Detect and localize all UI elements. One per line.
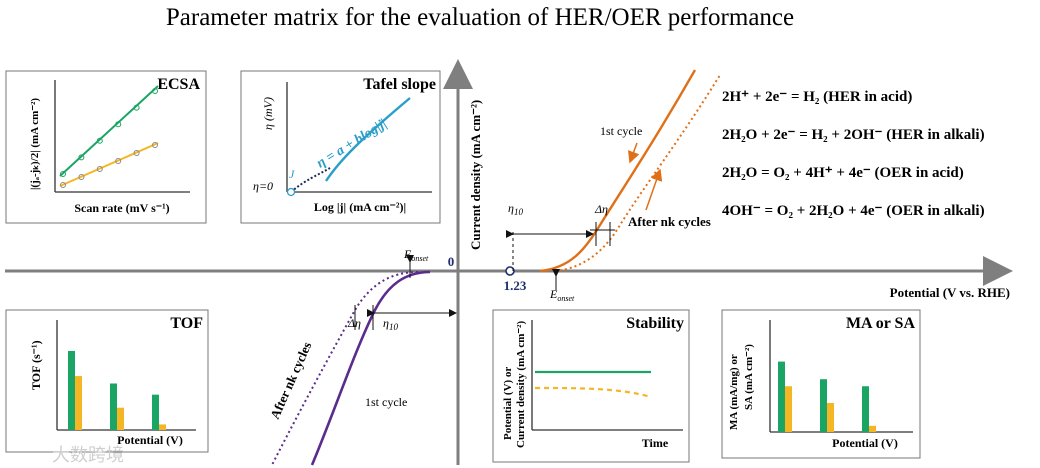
tof-green-bar-1: [68, 350, 75, 430]
tafel-y-label: η (mV): [261, 97, 275, 130]
masa-x-label: Potential (V): [832, 436, 898, 450]
oer-after-cycles-curve: [554, 74, 721, 272]
page-title: Parameter matrix for the evaluation of H…: [166, 4, 794, 31]
main-x-label: Potential (V vs. RHE): [890, 285, 1010, 300]
masa-yellow-bar-2: [827, 402, 834, 432]
masa-yellow-bar-1: [785, 386, 792, 432]
ecsa-green-point: [60, 171, 66, 177]
masa-title: MA or SA: [846, 315, 915, 332]
equation-2: 2H₂O + 2e⁻ = H₂ + 2OH⁻ (HER in alkali): [722, 127, 985, 143]
tof-x-label: Potential (V): [117, 433, 183, 447]
her-eta10-label: η10: [383, 316, 398, 332]
oer-first-cycle-pointer: [627, 142, 640, 164]
ecsa-green-point: [152, 88, 158, 94]
ecsa-x-label: Scan rate (mV s⁻¹): [74, 201, 169, 215]
tof-bars: [68, 350, 166, 430]
tafel-dotted: [290, 167, 331, 193]
oer-eonset-label: Eonset: [549, 287, 575, 303]
ecsa-green-point: [78, 154, 85, 161]
origin-label: 0: [448, 254, 455, 269]
oer-delta-eta-label: Δη: [594, 202, 608, 216]
ecsa-y-label: |(jₐ-jₖ)/2| (mA cm⁻²): [29, 98, 41, 190]
oer-eta10-label: η10: [508, 201, 523, 217]
oer-after-cycles-label: After nk cycles: [628, 214, 711, 229]
stability-x-label: Time: [642, 436, 669, 450]
her-first-cycle-curve: [310, 270, 431, 466]
ecsa-points: [60, 88, 158, 188]
equation-4: 4OH⁻ = O₂ + 2H₂O + 4e⁻ (OER in alkali): [722, 203, 985, 219]
ecsa-yellow-point: [60, 182, 66, 188]
her-after-cycles-label: After nk cycles: [267, 339, 314, 421]
tof-yellow-bar-2: [117, 407, 124, 430]
ecsa-yellow-line: [59, 142, 159, 187]
stability-title: Stability: [626, 315, 684, 332]
watermark: 大数跨境: [52, 445, 124, 465]
panel-ecsa: ECSA Scan rate (mV s⁻¹) |(jₐ-jₖ)/2| (mA …: [5, 70, 207, 224]
ecsa-yellow-point: [133, 150, 140, 156]
oer-after-cycles-pointer: [645, 168, 663, 211]
panel-tof: TOF Potential (V) TOF (s⁻¹): [5, 309, 209, 453]
tafel-title: Tafel slope: [363, 76, 436, 93]
main-axes: 0 1.23 Potential (V vs. RHE) Current den…: [5, 59, 1013, 465]
stability-y-label-1: Potential (V) or: [502, 367, 514, 440]
masa-bars: [778, 361, 876, 432]
masa-y-label-2: SA (mA cm⁻²): [743, 344, 755, 410]
her-first-cycle-label: 1st cycle: [365, 395, 407, 409]
ecsa-yellow-point: [96, 166, 103, 172]
her-delta-eta-label: Δη: [347, 316, 361, 330]
her-eonset-label: Eonset: [403, 247, 429, 263]
oer-curves: η10 Δη Eonset 1st cycle After nk cycles: [506, 69, 721, 303]
panel-tafel: Tafel slope Log |j| (mA cm⁻²)| η (mV) η=…: [240, 70, 441, 224]
masa-yellow-bar-3: [869, 425, 876, 432]
her-curves: Eonset Δη η10 After nk cycles 1st cycle: [267, 247, 457, 466]
stability-y-label-2: Current density (mA cm⁻²): [515, 321, 527, 448]
tof-title: TOF: [170, 315, 203, 332]
tof-green-bar-3: [152, 394, 159, 430]
tof-yellow-bar-3: [159, 424, 166, 430]
equation-3: 2H₂O = O₂ + 4H⁺ + 4e⁻ (OER in acid): [722, 165, 964, 181]
stability-yellow-curve: [534, 386, 652, 399]
panel-stability: Stability Time Potential (V) or Current …: [492, 309, 690, 463]
panel-ma-sa: MA or SA Potential (V) MA (mA/mg) or SA …: [721, 309, 921, 459]
tafel-x-label: Log |j| (mA cm⁻²)|: [314, 200, 406, 214]
masa-y-label-1: MA (mA/mg) or: [728, 354, 740, 430]
ecsa-yellow-point: [78, 174, 85, 180]
main-y-label: Current density (mA cm⁻²): [468, 100, 483, 250]
ecsa-green-point: [96, 137, 103, 144]
equation-1: 2H⁺ + 2e⁻ = H₂ (HER in acid): [722, 89, 912, 105]
tof-yellow-bar-1: [75, 376, 82, 430]
ecsa-green-point: [133, 104, 140, 111]
ecsa-yellow-point: [115, 158, 122, 164]
tick-123-marker: [505, 266, 515, 276]
ecsa-yellow-point: [152, 142, 158, 148]
oer-first-cycle-label: 1st cycle: [600, 124, 642, 138]
tafel-eta0: η=0: [253, 179, 273, 193]
masa-green-bar-2: [820, 379, 827, 432]
tafel-line: [325, 97, 411, 182]
tick-123-label: 1.23: [504, 278, 527, 293]
ecsa-green-point: [115, 121, 122, 128]
masa-green-bar-3: [862, 386, 869, 432]
tafel-j0-marker: [286, 187, 296, 197]
tof-green-bar-2: [110, 383, 117, 430]
tafel-j0-label: J: [289, 167, 295, 181]
oer-first-cycle-curve: [539, 69, 697, 273]
ecsa-title: ECSA: [157, 76, 200, 93]
masa-green-bar-1: [778, 361, 785, 432]
tof-y-label: TOF (s⁻¹): [29, 340, 43, 390]
ecsa-green-line: [59, 85, 159, 177]
equations: 2H⁺ + 2e⁻ = H₂ (HER in acid) 2H₂O + 2e⁻ …: [722, 89, 985, 219]
